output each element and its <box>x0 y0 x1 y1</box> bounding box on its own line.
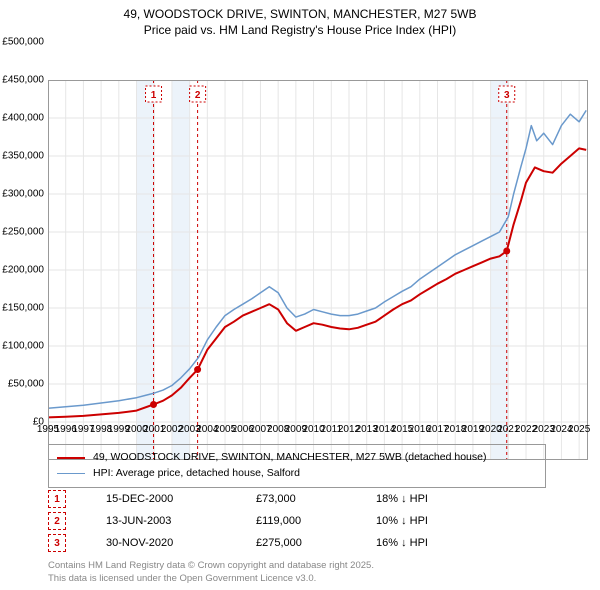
y-tick-label: £300,000 <box>2 189 44 200</box>
legend: 49, WOODSTOCK DRIVE, SWINTON, MANCHESTER… <box>48 444 546 488</box>
y-tick-label: £450,000 <box>2 75 44 86</box>
transaction-row: 3 30-NOV-2020 £275,000 16% ↓ HPI <box>48 534 548 552</box>
transaction-row: 1 15-DEC-2000 £73,000 18% ↓ HPI <box>48 490 548 508</box>
chart-title: 49, WOODSTOCK DRIVE, SWINTON, MANCHESTER… <box>0 0 600 38</box>
legend-entry: 49, WOODSTOCK DRIVE, SWINTON, MANCHESTER… <box>57 450 537 466</box>
legend-entry: HPI: Average price, detached house, Salf… <box>57 466 537 482</box>
y-tick-label: £100,000 <box>2 341 44 352</box>
transaction-badge: 2 <box>48 512 66 530</box>
transaction-price: £275,000 <box>256 537 336 549</box>
transaction-price: £73,000 <box>256 493 336 505</box>
transaction-date: 13-JUN-2003 <box>106 515 216 527</box>
legend-label: HPI: Average price, detached house, Salf… <box>93 466 300 482</box>
transaction-row: 2 13-JUN-2003 £119,000 10% ↓ HPI <box>48 512 548 530</box>
transaction-delta: 10% ↓ HPI <box>376 515 428 527</box>
y-tick-label: £350,000 <box>2 151 44 162</box>
chart-plot-area: 1 2 3 <box>48 80 588 460</box>
svg-text:3: 3 <box>504 90 510 101</box>
transaction-delta: 18% ↓ HPI <box>376 493 428 505</box>
transaction-date: 30-NOV-2020 <box>106 537 216 549</box>
legend-label: 49, WOODSTOCK DRIVE, SWINTON, MANCHESTER… <box>93 450 486 466</box>
y-tick-label: £200,000 <box>2 265 44 276</box>
transaction-badge: 1 <box>48 490 66 508</box>
transaction-price: £119,000 <box>256 515 336 527</box>
y-tick-label: £150,000 <box>2 303 44 314</box>
footer-attribution: Contains HM Land Registry data © Crown c… <box>48 560 374 586</box>
transactions-list: 1 15-DEC-2000 £73,000 18% ↓ HPI 2 13-JUN-2003… <box>48 490 548 556</box>
y-tick-label: £250,000 <box>2 227 44 238</box>
svg-text:2: 2 <box>195 90 201 101</box>
title-line-2: Price paid vs. HM Land Registry's House … <box>8 22 592 38</box>
y-tick-label: £500,000 <box>2 37 44 48</box>
chart-container: { "title_line1": "49, WOODSTOCK DRIVE, S… <box>0 0 600 590</box>
title-line-1: 49, WOODSTOCK DRIVE, SWINTON, MANCHESTER… <box>8 6 592 22</box>
footer-line-1: Contains HM Land Registry data © Crown c… <box>48 560 374 573</box>
legend-swatch <box>57 457 85 459</box>
transaction-badge: 3 <box>48 534 66 552</box>
footer-line-2: This data is licensed under the Open Gov… <box>48 573 374 586</box>
legend-swatch <box>57 473 85 475</box>
transaction-delta: 16% ↓ HPI <box>376 537 428 549</box>
y-tick-label: £50,000 <box>8 379 44 390</box>
y-tick-label: £400,000 <box>2 113 44 124</box>
y-axis: £0£50,000£100,000£150,000£200,000£250,00… <box>0 42 46 422</box>
x-tick-label: 2025 <box>568 424 590 435</box>
chart-svg: 1 2 3 <box>48 80 588 460</box>
transaction-date: 15-DEC-2000 <box>106 493 216 505</box>
svg-text:1: 1 <box>151 90 157 101</box>
